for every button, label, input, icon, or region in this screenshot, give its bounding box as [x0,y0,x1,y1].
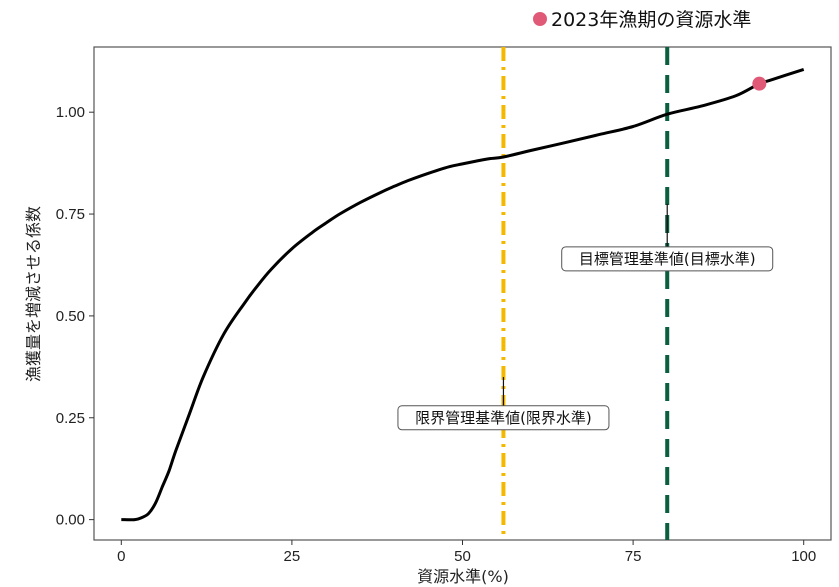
y-axis-title: 漁獲量を増減させる係数 [24,206,43,382]
annotation-box [397,405,610,431]
y-tick-label: 0.50 [56,308,85,325]
y-tick-label: 0.00 [56,512,85,529]
x-tick-label: 50 [454,548,471,565]
legend-marker [533,12,547,26]
annotation-box [561,246,774,272]
axis-ticks: 0 25 50 75 100 0.00 0.25 0.50 0.75 1.00 [56,104,816,565]
hcr-curve [121,67,805,522]
annotations: 限界管理基準値(限界水準) 目標管理基準値(目標水準) [397,203,774,431]
x-tick-label: 25 [284,548,301,565]
plot-panel [93,46,832,541]
limit-reference-label: 限界管理基準値(限界水準) [415,409,592,427]
y-tick-label: 0.75 [56,206,85,223]
point-layer [752,76,767,91]
current-level-point [752,76,767,91]
legend: 2023年漁期の資源水準 [533,9,751,31]
y-tick-label: 1.00 [56,104,85,121]
x-tick-label: 75 [625,548,642,565]
x-tick-label: 100 [791,548,816,565]
target-reference-label: 目標管理基準値(目標水準) [579,250,756,268]
legend-label: 2023年漁期の資源水準 [551,9,751,31]
x-axis-title: 資源水準(%) [417,567,509,586]
curve-layer [121,67,805,522]
reference-lines [501,47,670,540]
x-tick-label: 0 [117,548,125,565]
y-tick-label: 0.25 [56,410,85,427]
